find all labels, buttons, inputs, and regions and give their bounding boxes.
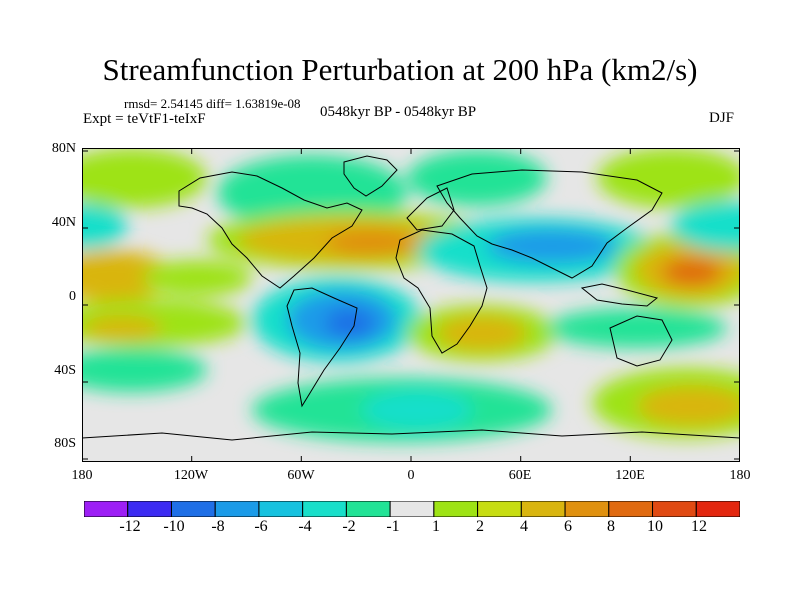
europe-coast [406,187,455,231]
colorbar-label: -6 [254,518,268,535]
colorbar [84,501,740,517]
colorbar-swatch [652,501,697,517]
colorbar-swatch [345,501,391,517]
colorbar-label: -1 [386,518,400,535]
colorbar-label: -12 [119,518,141,535]
greenland-coast [343,155,398,197]
colorbar-swatch [520,501,566,517]
lon-label-180w: 180 [71,468,93,483]
colorbar-swatch [389,501,435,517]
colorbar-swatch [302,501,347,517]
lon-label-0: 0 [407,468,415,483]
lat-label-eq: 0 [69,289,76,304]
colorbar-label: -8 [211,518,225,535]
contour-field [82,148,740,442]
colorbar-label: 6 [564,518,572,535]
lon-label-120e: 120E [615,468,645,483]
lon-label-180e: 180 [729,468,751,483]
colorbar-label: 4 [520,518,528,535]
africa-coast [395,229,488,354]
colorbar-swatch [258,501,304,517]
plot-title: Streamfunction Perturbation at 200 hPa (… [102,52,698,87]
colorbar-label: -4 [298,518,312,535]
colorbar-swatch [84,501,129,517]
south-america-coast [286,287,358,408]
colorbar-label: 12 [691,518,707,535]
australia-coast [609,315,673,367]
lon-label-120w: 120W [173,468,209,483]
lat-label-40s: 40S [54,363,76,378]
lat-label-40n: 40N [51,215,76,230]
season-label: DJF [709,110,735,126]
experiment-label: Expt = teVtF1-teIxF [83,111,206,127]
axis-ticks [82,148,740,462]
coastlines [82,155,740,441]
colorbar-label: 10 [647,518,663,535]
colorbar-label: 1 [432,518,440,535]
colorbar-swatch [127,501,172,517]
colorbar-swatch [695,501,740,517]
lon-label-60e: 60E [508,468,532,483]
colorbar-swatch [564,501,610,517]
colorbar-swatch [214,501,260,517]
asia-coast [436,169,663,279]
map-plot [82,148,740,462]
maritime-continent-coast [580,283,659,307]
lat-label-80n: 80N [51,141,76,156]
colorbar-swatch [608,501,654,517]
stats-label: rmsd= 2.54145 diff= 1.63819e-08 [124,96,301,111]
period-label: 0548kyr BP - 0548kyr BP [320,104,477,120]
colorbar-label: -10 [163,518,185,535]
colorbar-label: 8 [607,518,615,535]
colorbar-label: 2 [476,518,484,535]
colorbar-swatch [477,501,522,517]
lon-label-60w: 60W [287,468,315,483]
antarctica-coast [82,429,740,441]
colorbar-swatch [433,501,479,517]
colorbar-label: -2 [342,518,356,535]
colorbar-swatch [170,501,216,517]
north-america-coast [178,171,363,289]
lat-label-80s: 80S [54,436,76,451]
